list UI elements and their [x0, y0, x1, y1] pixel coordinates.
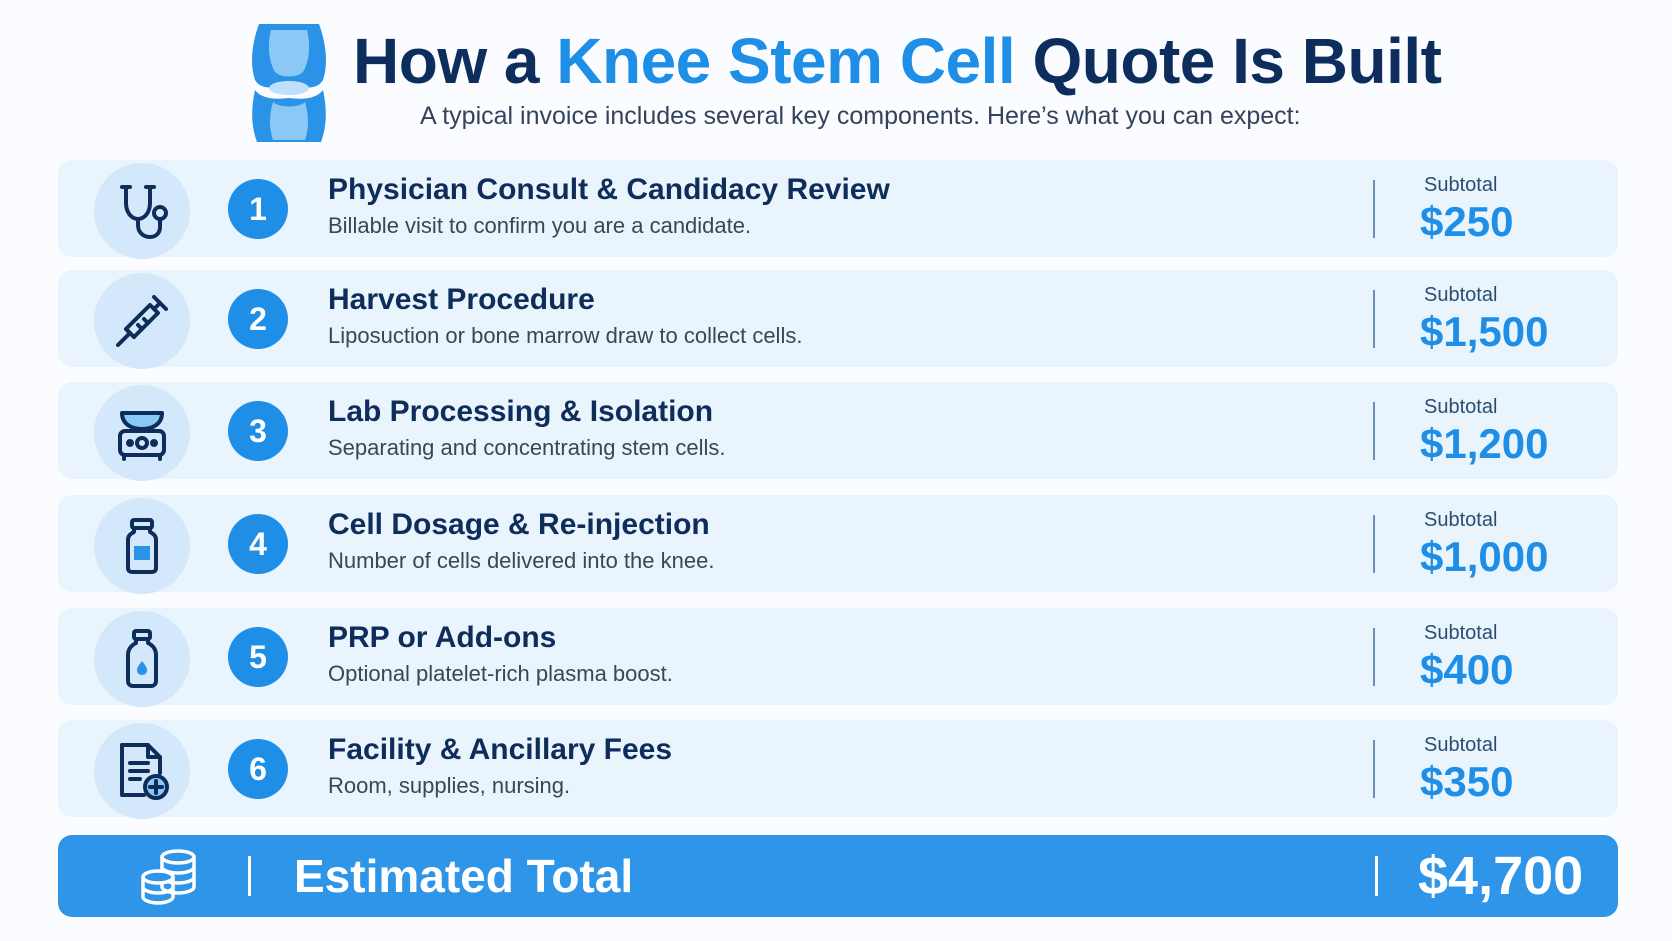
document-plus-icon [120, 743, 169, 800]
line-item-3: 3 Lab Processing & Isolation Separating … [58, 382, 1618, 481]
icon-circle [94, 385, 190, 481]
vial-icon [126, 518, 158, 574]
divider [248, 856, 251, 896]
centrifuge-icon [118, 411, 166, 461]
subtotal-value: $1,500 [1420, 308, 1549, 355]
coins-icon [141, 849, 196, 905]
step-number-badge: 2 [228, 289, 288, 349]
line-item-description: Separating and concentrating stem cells. [328, 435, 726, 460]
knee-joint-icon [252, 24, 326, 142]
plasma-bottle-icon [126, 629, 158, 688]
divider [1373, 290, 1375, 348]
step-number-badge: 4 [228, 514, 288, 574]
line-item-title: Facility & Ancillary Fees [328, 733, 673, 766]
stethoscope-icon [120, 185, 168, 240]
divider [1373, 628, 1375, 686]
subtotal-label: Subtotal [1424, 509, 1498, 531]
total-value: $4,700 [1418, 846, 1584, 906]
line-item-description: Billable visit to confirm you are a cand… [328, 213, 752, 238]
line-item-4: 4 Cell Dosage & Re-injection Number of c… [58, 495, 1618, 594]
subtotal-label: Subtotal [1424, 174, 1498, 196]
line-item-title: Cell Dosage & Re-injection [328, 508, 710, 541]
syringe-icon [116, 295, 168, 347]
line-item-title: Harvest Procedure [328, 283, 595, 316]
divider [1373, 180, 1375, 238]
page-title: How a Knee Stem Cell Quote Is Built [353, 25, 1442, 97]
divider [1373, 740, 1375, 798]
header: How a Knee Stem Cell Quote Is Built A ty… [0, 0, 1672, 150]
subtotal-value: $400 [1420, 646, 1514, 693]
divider [1375, 856, 1378, 896]
subtotal-label: Subtotal [1424, 734, 1498, 756]
page-title-accent: Knee Stem Cell [556, 25, 1016, 97]
subtotal-value: $1,200 [1420, 420, 1549, 467]
line-item-title: Physician Consult & Candidacy Review [328, 173, 890, 206]
icon-circle [94, 498, 190, 594]
line-item-2: 2 Harvest Procedure Liposuction or bone … [58, 270, 1618, 369]
subtotal-label: Subtotal [1424, 284, 1498, 306]
icon-circle [94, 611, 190, 707]
divider [1373, 515, 1375, 573]
line-item-6: 6 Facility & Ancillary Fees Room, suppli… [58, 720, 1618, 819]
line-item-description: Optional platelet-rich plasma boost. [328, 661, 673, 686]
line-item-title: Lab Processing & Isolation [328, 395, 714, 428]
subtotal-value: $1,000 [1420, 533, 1549, 580]
total-label: Estimated Total [294, 850, 634, 902]
step-number-badge: 6 [228, 739, 288, 799]
line-item-5: 5 PRP or Add-ons Optional platelet-rich … [58, 608, 1618, 707]
step-number-badge: 3 [228, 401, 288, 461]
estimated-total-bar: Estimated Total $4,700 [58, 835, 1618, 917]
line-item-title: PRP or Add-ons [328, 621, 557, 654]
line-item-description: Liposuction or bone marrow draw to colle… [328, 323, 803, 348]
step-number-badge: 5 [228, 627, 288, 687]
divider [1373, 402, 1375, 460]
icon-circle [94, 273, 190, 369]
line-item-description: Number of cells delivered into the knee. [328, 548, 715, 573]
page-subtitle: A typical invoice includes several key c… [420, 102, 1301, 130]
subtotal-value: $350 [1420, 758, 1514, 805]
subtotal-label: Subtotal [1424, 622, 1498, 644]
subtotal-value: $250 [1420, 198, 1514, 245]
subtotal-label: Subtotal [1424, 396, 1498, 418]
icon-circle [94, 163, 190, 259]
line-item-1: 1 Physician Consult & Candidacy Review B… [58, 160, 1618, 259]
step-number-badge: 1 [228, 179, 288, 239]
line-item-description: Room, supplies, nursing. [328, 773, 571, 798]
icon-circle [94, 723, 190, 819]
